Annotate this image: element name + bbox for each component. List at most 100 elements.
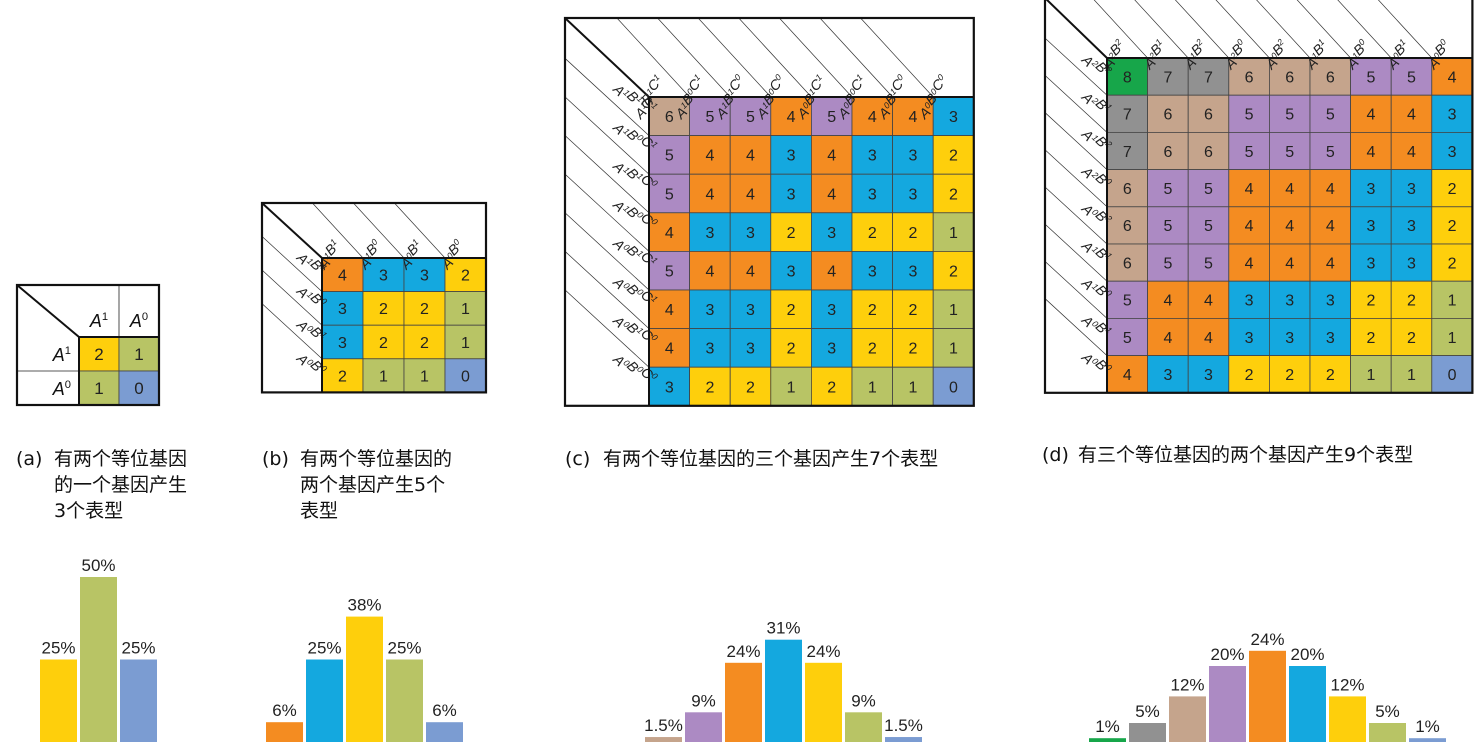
grid-cell-value: 4 [746, 186, 755, 203]
grid-cell [1431, 131, 1473, 170]
grid-cell-value: 1 [1448, 330, 1457, 347]
grid-cell [444, 291, 487, 326]
grid-cell [403, 291, 446, 326]
col-header: A0B1C1 [785, 72, 836, 123]
grid-cell-value: 1 [94, 379, 103, 398]
panel-d: 8 7 7 6 6 6 5 5 4 7 6 6 5 5 5 4 4 3 7 6 6 5 5 5 4 4 3 6 5 5 4 4 4 3 3 2 6 5 5 4… [1043, 0, 1474, 394]
grid-cell [932, 212, 975, 252]
header-guide [616, 17, 690, 98]
header-guide [564, 135, 650, 214]
header-guide [1377, 0, 1433, 59]
grid-cell [1147, 317, 1189, 356]
bar-chart-a: 25% 50% 25% [40, 556, 157, 742]
panel-frame [15, 283, 161, 407]
header-guide [1044, 223, 1108, 282]
grid-cell-value: 2 [908, 302, 917, 319]
grid-cell-value: 3 [746, 225, 755, 242]
bar-label: 25% [387, 639, 421, 658]
grid-cell-value: 2 [420, 301, 429, 318]
grid-cell [689, 250, 731, 291]
grid-cell [770, 328, 812, 368]
header-guide [394, 202, 446, 259]
grid-cell [932, 135, 975, 175]
grid-cell [689, 212, 731, 252]
row-header: A0B0C1 [610, 266, 661, 317]
grid-cell-value: 1 [949, 225, 958, 242]
grid-cell [689, 366, 731, 407]
bar-chart-b: 6% 25% 38% 25% 6% [266, 596, 463, 742]
header-guide [564, 289, 650, 368]
grid-cell-value: 1 [1407, 367, 1416, 384]
grid-cell-value: 3 [746, 302, 755, 319]
grid-cell-value: 3 [1326, 330, 1335, 347]
grid-cell [851, 173, 893, 214]
bar-label: 5% [1375, 702, 1400, 721]
grid-cell-value: 4 [705, 263, 714, 280]
grid-cell [1350, 243, 1392, 282]
grid-cell-value: 5 [1245, 144, 1254, 161]
grid-cell-value: 1 [868, 379, 877, 396]
bar [885, 737, 922, 742]
grid-cell-value: 6 [1163, 144, 1172, 161]
grid-cell [1390, 169, 1433, 208]
grid-cell-value: 3 [827, 302, 836, 319]
bar-label: 9% [851, 691, 876, 710]
bar-label: 24% [726, 642, 760, 661]
header-guide [1044, 37, 1108, 96]
caption-text: 有三个等位基因的两个基因产生9个表型 [1078, 444, 1414, 466]
grid-cell-value: 1 [379, 368, 388, 385]
grid-cell-value: 3 [908, 186, 917, 203]
bar-label: 6% [432, 701, 457, 720]
grid-cell-value: 2 [868, 341, 877, 358]
grid-cell [1269, 206, 1311, 245]
grid-cell-value: 1 [908, 379, 917, 396]
header-guide [1044, 112, 1108, 170]
grid-cell-value: 4 [787, 109, 796, 126]
header-guide [1044, 261, 1108, 319]
bar [40, 659, 77, 742]
grid-cell-value: 0 [949, 379, 958, 396]
grid-cell-value: 1 [1366, 367, 1375, 384]
header-guide [261, 236, 323, 292]
grid-cell-value: 4 [746, 263, 755, 280]
grid-cell-value: 5 [1163, 255, 1172, 272]
row-header: A1B1C0 [610, 150, 661, 201]
grid-cell-value: 4 [827, 263, 836, 280]
grid-cell-value: 3 [1366, 218, 1375, 235]
bar [765, 639, 802, 742]
grid-cell-value: 3 [338, 335, 347, 352]
grid-cell-value: 8 [1123, 69, 1132, 86]
caption-text: 有两个等位基因的两个基因产生5个表型 [300, 448, 453, 522]
grid-cell [1187, 243, 1230, 282]
bar [266, 722, 303, 742]
grid-cell [1106, 280, 1148, 319]
grid-cell-value: 1 [1448, 293, 1457, 310]
grid-cell [1106, 243, 1148, 282]
grid-cell [1309, 169, 1351, 208]
grid-cell [1350, 206, 1392, 245]
grid-cell-value: 3 [705, 341, 714, 358]
bar [1289, 666, 1326, 742]
grid-cell-value: 5 [1123, 330, 1132, 347]
grid-cell [1106, 206, 1148, 245]
grid-cell-value: 6 [1245, 69, 1254, 86]
grid-cell-value: 2 [787, 225, 796, 242]
grid-cell-value: 5 [1204, 255, 1213, 272]
grid-cell [1269, 94, 1311, 133]
bar-label: 24% [806, 642, 840, 661]
grid-cell-value: 3 [1407, 218, 1416, 235]
header-guide [779, 17, 853, 98]
grid-cell-value: 4 [827, 148, 836, 165]
grid-cell [932, 250, 975, 291]
col-header: A1B0C0 [745, 72, 796, 123]
grid-cell [321, 324, 364, 360]
bar-label: 38% [347, 596, 381, 615]
col-header: A1 [89, 311, 108, 331]
bar-label: 12% [1170, 675, 1204, 694]
grid-cell-value: 4 [1326, 255, 1335, 272]
grid-cell-value: 1 [949, 341, 958, 358]
grid-cell-value: 2 [1407, 293, 1416, 310]
grid-cell [811, 173, 853, 214]
grid-cell-value: 5 [665, 148, 674, 165]
grid-cell-value: 3 [1245, 330, 1254, 347]
